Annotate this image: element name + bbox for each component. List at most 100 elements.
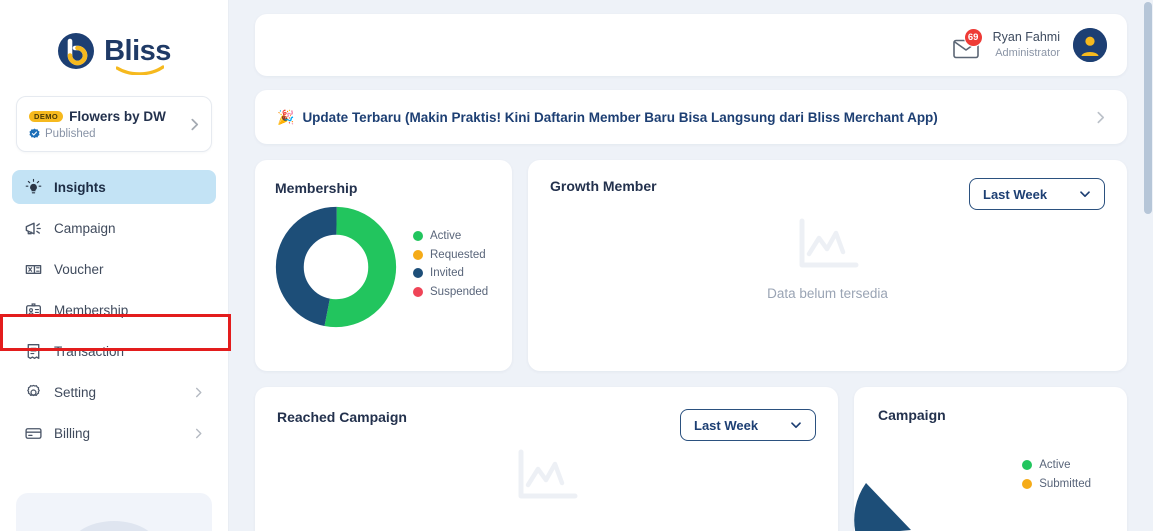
store-info: DEMO Flowers by DW Published xyxy=(29,109,182,140)
avatar[interactable] xyxy=(1073,28,1107,62)
store-name: Flowers by DW xyxy=(69,108,166,124)
legend-dot-active xyxy=(413,231,423,241)
sidebar-item-label: Insights xyxy=(54,179,106,195)
card-title: Campaign xyxy=(878,407,946,423)
sidebar-promo-card xyxy=(16,493,212,531)
sidebar-item-setting[interactable]: Setting xyxy=(12,375,216,409)
campaign-pie-chart xyxy=(854,483,911,531)
verified-badge-icon xyxy=(29,128,40,139)
user-role: Administrator xyxy=(995,47,1060,60)
receipt-icon xyxy=(27,343,40,359)
legend-dot-invited xyxy=(413,268,423,278)
reached-card-header: Reached Campaign Last Week xyxy=(277,409,816,441)
sidebar-item-voucher[interactable]: Voucher xyxy=(12,252,216,286)
page-scrollbar[interactable] xyxy=(1142,0,1153,531)
reached-range-select[interactable]: Last Week xyxy=(680,409,816,441)
brand-name: Bliss xyxy=(104,34,171,67)
growth-card-header: Growth Member Last Week xyxy=(550,178,1105,210)
topbar: 69 Ryan Fahmi Administrator xyxy=(255,14,1127,76)
sidebar-item-transaction[interactable]: Transaction xyxy=(12,334,216,368)
store-switcher[interactable]: DEMO Flowers by DW Published xyxy=(16,96,212,152)
store-title-row: DEMO Flowers by DW xyxy=(29,109,182,124)
scrollbar-thumb[interactable] xyxy=(1144,2,1152,214)
sidebar-nav: Insights Campaign Voucher xyxy=(0,170,228,450)
membership-donut-chart xyxy=(275,206,397,328)
campaign-card: Campaign Active Submitted xyxy=(854,387,1127,531)
sidebar-item-label: Voucher xyxy=(54,261,104,277)
lightbulb-icon xyxy=(25,178,42,193)
select-value: Last Week xyxy=(983,186,1048,202)
megaphone-icon xyxy=(25,222,41,234)
sidebar-item-label: Membership xyxy=(54,302,129,318)
logo-swoosh-icon xyxy=(116,64,165,75)
legend-dot-active xyxy=(1022,460,1033,470)
brand-wordmark: Bliss xyxy=(104,34,171,75)
sidebar-item-campaign[interactable]: Campaign xyxy=(12,211,216,245)
reached-empty-state xyxy=(255,449,838,503)
sidebar-item-label: Transaction xyxy=(54,343,125,359)
legend-label: Active xyxy=(1039,459,1071,471)
chevron-down-icon xyxy=(1080,191,1090,198)
sidebar-item-membership[interactable]: Membership xyxy=(12,293,216,327)
chevron-down-icon xyxy=(791,422,801,429)
legend-dot-suspended xyxy=(413,286,423,297)
membership-chart-area: Active Requested Invited Suspended xyxy=(275,206,512,328)
gear-icon xyxy=(27,384,40,396)
legend-label: Active xyxy=(430,230,462,242)
store-status-row: Published xyxy=(29,128,182,140)
legend-item: Submitted xyxy=(1022,478,1091,490)
card-title: Membership xyxy=(275,180,358,196)
dashboard-row-1: Membership Active Requ xyxy=(255,160,1127,371)
membership-legend: Active Requested Invited Suspended xyxy=(413,230,488,304)
line-chart-icon xyxy=(799,218,858,268)
credit-card-icon xyxy=(25,427,42,439)
legend-label: Suspended xyxy=(430,285,489,298)
announcement-text: Update Terbaru (Makin Praktis! Kini Daft… xyxy=(302,109,938,125)
voucher-icon xyxy=(25,264,42,274)
legend-item: Active xyxy=(1022,459,1091,471)
growth-member-card: Growth Member Last Week Data belum terse… xyxy=(528,160,1127,371)
legend-item: Requested xyxy=(413,249,488,261)
user-meta[interactable]: Ryan Fahmi Administrator xyxy=(993,29,1060,61)
growth-empty-state: Data belum tersedia xyxy=(528,218,1127,301)
main-content: 69 Ryan Fahmi Administrator 🎉 Update Ter… xyxy=(229,0,1153,531)
empty-state-text: Data belum tersedia xyxy=(767,286,888,301)
sidebar-item-label: Setting xyxy=(54,384,97,400)
legend-label: Invited xyxy=(430,267,464,279)
sidebar-item-insights[interactable]: Insights xyxy=(12,170,216,204)
legend-dot-requested xyxy=(413,249,423,260)
chevron-right-icon xyxy=(191,118,199,130)
chevron-right-icon[interactable] xyxy=(1094,111,1107,124)
dashboard-row-2: Reached Campaign Last Week xyxy=(255,387,1127,531)
notifications-button[interactable]: 69 xyxy=(952,28,983,59)
card-title: Growth Member xyxy=(550,178,657,194)
legend-item: Invited xyxy=(413,267,488,279)
legend-item: Suspended xyxy=(413,286,488,298)
legend-dot-submitted xyxy=(1022,478,1033,489)
sidebar: Bliss DEMO Flowers by DW Published xyxy=(0,0,229,531)
party-popper-icon: 🎉 xyxy=(277,108,295,125)
notification-count-badge: 69 xyxy=(963,28,983,47)
brand-logo[interactable]: Bliss xyxy=(0,0,228,96)
line-chart-icon xyxy=(518,449,577,499)
growth-range-select[interactable]: Last Week xyxy=(969,178,1105,210)
store-status: Published xyxy=(45,127,96,140)
bliss-logo-icon xyxy=(57,32,95,70)
demo-badge: DEMO xyxy=(29,110,64,122)
reached-campaign-card: Reached Campaign Last Week xyxy=(255,387,838,531)
sidebar-item-billing[interactable]: Billing xyxy=(12,416,216,450)
user-name: Ryan Fahmi xyxy=(992,30,1060,45)
chevron-right-icon xyxy=(195,387,202,397)
campaign-legend: Active Submitted xyxy=(1022,459,1091,496)
sidebar-item-label: Campaign xyxy=(54,220,116,236)
chevron-right-icon xyxy=(195,428,202,438)
legend-label: Submitted xyxy=(1039,477,1091,490)
promo-illustration xyxy=(68,521,160,531)
membership-card: Membership Active Requ xyxy=(255,160,512,371)
sidebar-item-label: Billing xyxy=(54,425,91,441)
announcement-banner[interactable]: 🎉 Update Terbaru (Makin Praktis! Kini Da… xyxy=(255,90,1127,144)
select-value: Last Week xyxy=(694,417,759,433)
legend-item: Active xyxy=(413,230,488,242)
card-title: Reached Campaign xyxy=(277,409,407,425)
